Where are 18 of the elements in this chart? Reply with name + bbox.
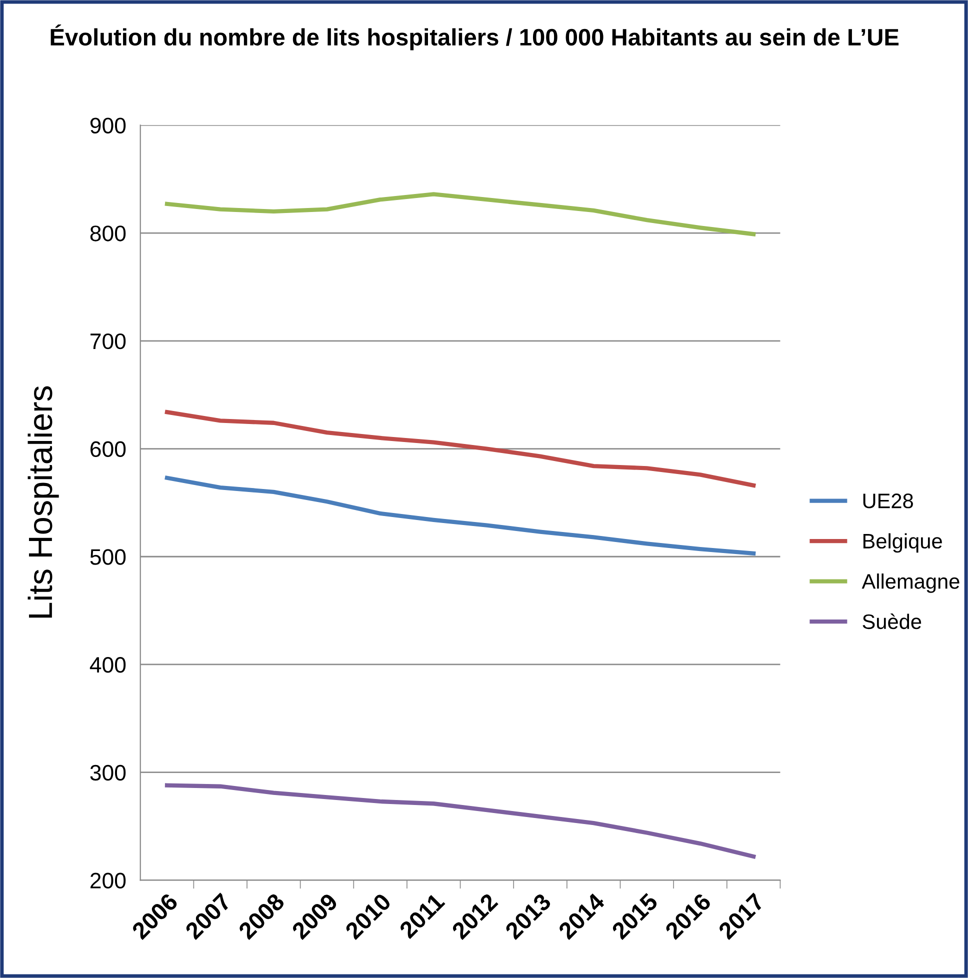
y-tick-label: 700 xyxy=(90,333,126,350)
legend-label: UE28 xyxy=(863,494,913,508)
legend-label: Allemagne xyxy=(862,574,960,593)
y-tick-label: 600 xyxy=(90,441,126,458)
line-series xyxy=(164,476,756,556)
line-series xyxy=(164,192,756,236)
legend-label: Belgique xyxy=(863,533,942,553)
y-tick-label: 300 xyxy=(90,764,126,781)
legend-label: Suède xyxy=(862,614,922,630)
y-axis-title: Lits Hospitaliers xyxy=(28,386,59,618)
y-tick-label: 800 xyxy=(90,226,126,242)
y-tick-label: 900 xyxy=(90,118,126,134)
y-tick-label: 500 xyxy=(90,549,126,565)
y-tick-label: 200 xyxy=(90,872,126,888)
y-tick-label: 400 xyxy=(90,657,126,673)
line-series xyxy=(164,410,756,488)
line-series xyxy=(164,783,756,859)
chart-title: Évolution du nombre de lits hospitaliers / 100 000 Habitants au sein de L’UE xyxy=(50,24,899,50)
